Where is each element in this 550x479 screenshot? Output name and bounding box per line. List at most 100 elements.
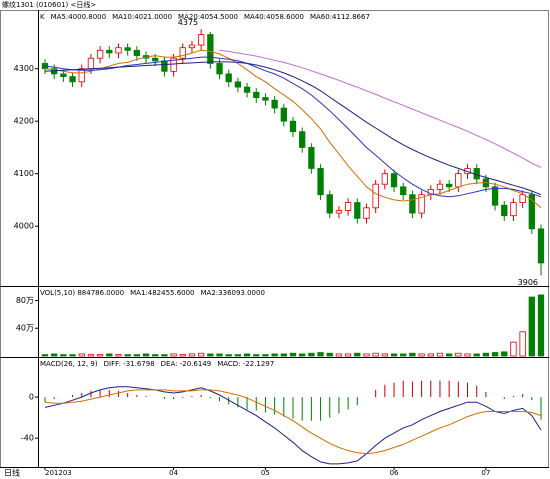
candle-body	[418, 194, 425, 214]
volume-bar	[390, 353, 398, 357]
legend-entry: MACD(26, 12, 9)	[40, 360, 98, 368]
candle-body	[161, 60, 168, 72]
candle-body	[528, 194, 535, 230]
candle-body	[400, 186, 407, 196]
legend-entry: MA60:4112.8667	[310, 13, 370, 21]
annotation: 3906	[518, 278, 538, 287]
volume-bar	[124, 354, 131, 357]
candle-body	[519, 194, 526, 203]
candle-body	[354, 202, 361, 219]
legend-entry: MA2:336093.0000	[201, 289, 265, 297]
candle-body	[60, 73, 67, 77]
volume-bar	[519, 331, 526, 357]
volume-bar	[335, 353, 343, 357]
volume-bar	[60, 354, 67, 357]
volume-bar	[381, 353, 389, 357]
volume-bar	[455, 352, 462, 357]
candle-body	[501, 204, 508, 217]
volume-bar	[243, 353, 251, 357]
volume-bar	[280, 353, 287, 357]
volume-bar	[501, 351, 508, 357]
volume-bar	[528, 296, 535, 357]
legend-entry: MACD: -22.1297	[217, 360, 274, 368]
line-series	[44, 386, 542, 465]
candle-body	[124, 47, 131, 51]
candle-body	[344, 202, 352, 211]
candle-body	[491, 186, 499, 206]
x-tick-label: 07	[481, 469, 490, 477]
volume-bar	[344, 353, 352, 357]
volume-bar	[436, 352, 444, 357]
annotation: 4375	[178, 18, 198, 27]
candle-body	[197, 34, 205, 46]
candle-body	[133, 49, 141, 56]
volume-bar	[326, 352, 333, 357]
volume-bar	[510, 341, 517, 357]
candle-body	[308, 147, 315, 169]
volume-bar	[152, 354, 159, 357]
candle-body	[537, 228, 545, 264]
candle-body	[207, 34, 214, 64]
volume-bar	[225, 354, 232, 357]
candle-body	[289, 120, 297, 133]
candle-body	[363, 207, 370, 219]
candle-body	[326, 194, 333, 214]
x-axis-label: 日线	[4, 468, 20, 478]
volume-bar	[372, 352, 379, 357]
volume-bar	[106, 353, 113, 357]
legend-entry: MA1:482455.6000	[130, 289, 194, 297]
candle-body	[152, 57, 159, 62]
volume-bar	[418, 353, 425, 357]
x-tick-label: 06	[390, 469, 399, 477]
candle-body	[280, 107, 287, 122]
legend-entry: VOL(5,10) 884786.0000	[40, 289, 124, 297]
candle-body	[510, 202, 517, 217]
volume-bar	[537, 294, 545, 357]
volume-bar	[41, 354, 49, 357]
candle-body	[409, 194, 416, 214]
volume-bar	[207, 353, 214, 357]
candle-body	[372, 183, 379, 209]
line-series	[219, 49, 542, 168]
volume-bar	[234, 354, 242, 357]
volume-bar	[170, 353, 177, 357]
candle-body	[188, 44, 196, 49]
candle-body	[436, 183, 444, 190]
volume-bar	[445, 353, 453, 357]
line-series	[44, 61, 542, 196]
candle-body	[115, 47, 122, 54]
volume-bar	[253, 354, 260, 357]
y-tick-label: 80万	[16, 296, 34, 305]
volume-bar	[115, 354, 122, 357]
candle-body	[299, 131, 306, 148]
volume-bar	[317, 352, 324, 357]
legend-entry: DIFF: -31.6798	[104, 360, 155, 368]
candle-body	[271, 99, 278, 109]
volume-bar	[78, 353, 85, 357]
y-tick-label: 4300	[14, 64, 34, 73]
candle-body	[69, 76, 76, 83]
volume-bar	[427, 353, 434, 357]
candle-body	[179, 47, 186, 59]
volume-bar	[142, 353, 150, 357]
legend-entry: MA10:4021.0000	[112, 13, 172, 21]
candle-body	[390, 173, 398, 188]
y-tick-label: 4000	[14, 222, 34, 231]
volume-bar	[400, 353, 407, 357]
candle-body	[96, 49, 104, 59]
volume-bar	[354, 352, 361, 357]
volume-bar	[271, 353, 278, 357]
legend-entry: MA40:4058.6000	[244, 13, 304, 21]
volume-bar	[179, 354, 186, 357]
x-tick-label: 04	[169, 469, 178, 477]
volume-bar	[464, 353, 471, 357]
volume-bar	[51, 353, 58, 357]
candle-body	[225, 73, 232, 83]
candle-body	[216, 63, 223, 75]
volume-bar	[473, 353, 480, 357]
candle-body	[262, 97, 269, 101]
candle-body	[335, 210, 343, 214]
candle-body	[455, 173, 462, 188]
candle-body	[381, 173, 389, 185]
